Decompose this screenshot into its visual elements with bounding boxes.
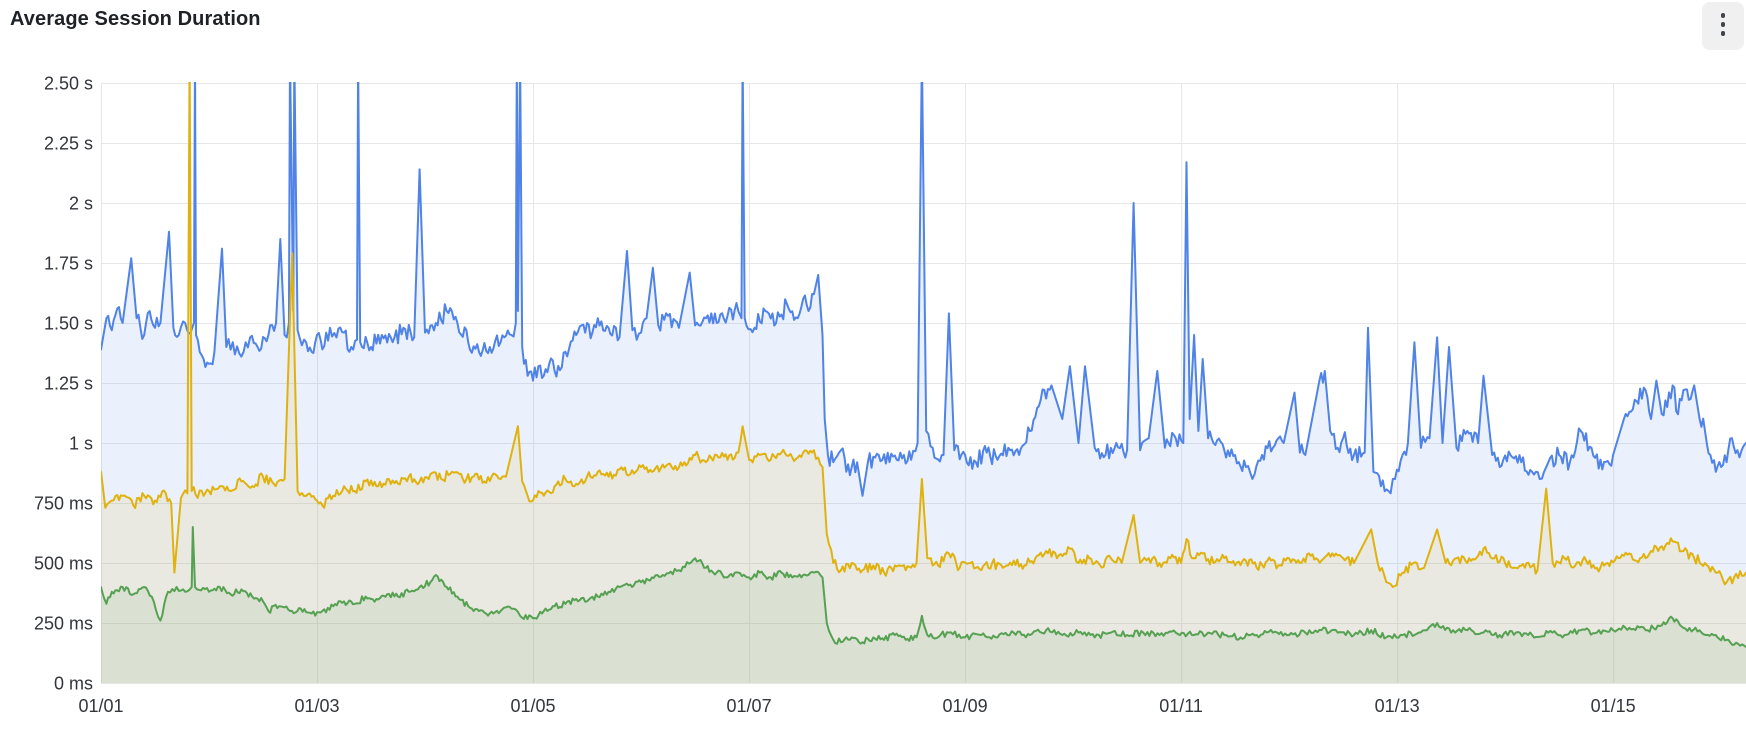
y-axis-tick-label: 500 ms bbox=[34, 553, 93, 573]
y-axis-tick-label: 1.25 s bbox=[44, 373, 93, 393]
x-axis-tick-label: 01/05 bbox=[511, 696, 556, 716]
x-axis-tick-label: 01/07 bbox=[727, 696, 772, 716]
series-blue-line bbox=[101, 82, 1746, 497]
y-axis-tick-label: 1.50 s bbox=[44, 313, 93, 333]
x-axis-tick-label: 01/11 bbox=[1159, 696, 1203, 716]
series-yellow-area bbox=[101, 82, 1746, 683]
panel-menu-button[interactable] bbox=[1702, 2, 1744, 50]
y-axis-tick-label: 2.50 s bbox=[44, 73, 93, 93]
series-area-fills bbox=[101, 82, 1746, 683]
series-lines bbox=[101, 82, 1746, 648]
x-axis-tick-label: 01/15 bbox=[1591, 696, 1636, 716]
gridlines bbox=[101, 83, 1746, 684]
kebab-menu-icon bbox=[1720, 11, 1726, 38]
y-axis-tick-label: 2.25 s bbox=[44, 133, 93, 153]
panel-header: Average Session Duration bbox=[0, 0, 1746, 50]
series-yellow-line bbox=[101, 82, 1746, 588]
y-axis-tick-label: 2 s bbox=[69, 193, 93, 213]
y-axis-tick-label: 1.75 s bbox=[44, 253, 93, 273]
y-axis-tick-label: 750 ms bbox=[34, 493, 93, 513]
x-axis-tick-label: 01/13 bbox=[1375, 696, 1420, 716]
x-axis-tick-label: 01/01 bbox=[78, 696, 123, 716]
series-green-area bbox=[101, 527, 1746, 683]
x-axis-tick-label: 01/03 bbox=[294, 696, 339, 716]
y-axis-tick-label: 1 s bbox=[69, 433, 93, 453]
series-green-line bbox=[101, 526, 1746, 648]
axis-labels: 0 ms 250 ms 500 ms 750 ms 1 s 1.25 s 1.50 s 1.7… bbox=[34, 73, 1636, 716]
x-axis-tick-label: 01/09 bbox=[943, 696, 988, 716]
series-blue-area bbox=[101, 82, 1746, 683]
y-axis-tick-label: 250 ms bbox=[34, 613, 93, 633]
y-axis-tick-label: 0 ms bbox=[54, 673, 93, 693]
panel-title: Average Session Duration bbox=[10, 8, 261, 30]
